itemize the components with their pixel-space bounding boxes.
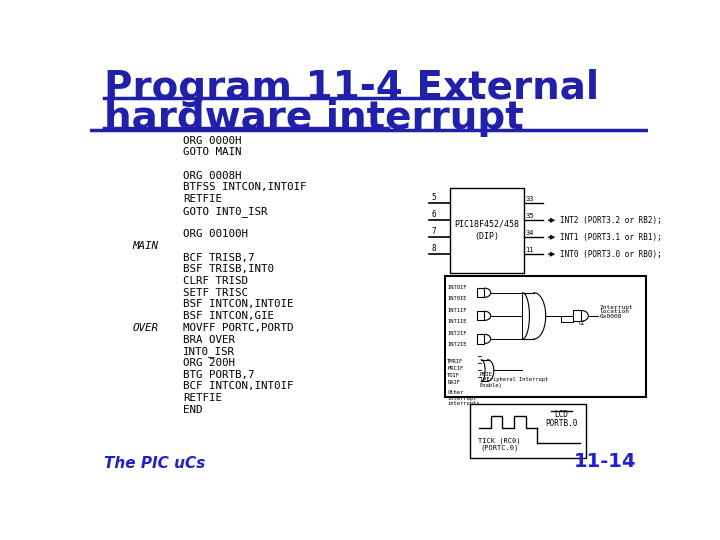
Text: ORG 0008H: ORG 0008H <box>183 171 241 181</box>
Text: TOIF: TOIF <box>447 373 460 378</box>
Text: INT2 (PORT3.2 or RB2);: INT2 (PORT3.2 or RB2); <box>559 216 662 225</box>
Text: PEIE
(PEripheral Interrupt
Enable): PEIE (PEripheral Interrupt Enable) <box>480 372 548 388</box>
Text: 11: 11 <box>526 247 534 253</box>
Text: INT0 (PORT3.0 or RB0);: INT0 (PORT3.0 or RB0); <box>559 249 662 259</box>
Text: INT0IE: INT0IE <box>447 296 467 301</box>
Text: 11-14: 11-14 <box>574 453 636 471</box>
Text: LCD: LCD <box>554 410 568 418</box>
Text: ORG 00100H: ORG 00100H <box>183 230 248 239</box>
Text: location: location <box>599 309 629 314</box>
Bar <box>477 311 485 320</box>
Text: INT1IF: INT1IF <box>447 308 467 313</box>
Text: OVER: OVER <box>132 323 158 333</box>
Text: INT2IE: INT2IE <box>447 342 467 347</box>
Text: INT1IE: INT1IE <box>447 319 467 324</box>
Text: (DIP): (DIP) <box>474 232 500 241</box>
Text: INT0_ISR: INT0_ISR <box>183 346 235 357</box>
Text: Interrupt: Interrupt <box>599 305 633 309</box>
Bar <box>445 276 647 397</box>
Text: BRA OVER: BRA OVER <box>183 335 235 345</box>
Text: PIC18F452/458: PIC18F452/458 <box>455 220 520 229</box>
Text: SETF TRISC: SETF TRISC <box>183 288 248 298</box>
Text: ORG 200H: ORG 200H <box>183 358 235 368</box>
Bar <box>451 188 524 273</box>
Text: 35: 35 <box>526 213 534 219</box>
Bar <box>477 288 485 298</box>
Text: 0x0008: 0x0008 <box>599 314 621 319</box>
Text: BTG PORTB,7: BTG PORTB,7 <box>183 370 254 380</box>
Text: PORTB.0: PORTB.0 <box>545 419 577 428</box>
Text: 7: 7 <box>432 227 436 236</box>
Text: BTFSS INTCON,INT0IF: BTFSS INTCON,INT0IF <box>183 183 307 192</box>
Text: CLRF TRISD: CLRF TRISD <box>183 276 248 286</box>
Text: BSF INTCON,INT0IE: BSF INTCON,INT0IE <box>183 300 294 309</box>
Text: GOTO INT0_ISR: GOTO INT0_ISR <box>183 206 268 217</box>
Text: 33: 33 <box>526 196 534 202</box>
Text: 34: 34 <box>526 230 534 236</box>
Bar <box>477 334 485 343</box>
Text: GOTO MAIN: GOTO MAIN <box>183 147 241 157</box>
Text: The PIC uCs: The PIC uCs <box>104 456 205 471</box>
Text: BCF INTCON,INT0IF: BCF INTCON,INT0IF <box>183 381 294 391</box>
Text: Other
interrupt
interrupts: Other interrupt interrupts <box>447 390 480 406</box>
Text: 5: 5 <box>432 193 436 202</box>
Text: GI: GI <box>579 321 585 326</box>
Text: RETFIE: RETFIE <box>183 393 222 403</box>
Bar <box>573 310 581 321</box>
Text: MOVFF PORTC,PORTD: MOVFF PORTC,PORTD <box>183 323 294 333</box>
Text: hardware interrupt: hardware interrupt <box>104 99 523 137</box>
Text: INT1 (PORT3.1 or RB1);: INT1 (PORT3.1 or RB1); <box>559 233 662 242</box>
Text: RXIF: RXIF <box>447 380 460 384</box>
Text: INT0IF: INT0IF <box>447 285 467 289</box>
Text: END: END <box>183 405 202 415</box>
Text: RETFIE: RETFIE <box>183 194 222 204</box>
Text: 8: 8 <box>432 244 436 253</box>
Text: Program 11-4 External: Program 11-4 External <box>104 69 599 107</box>
Text: TMRIF: TMRIF <box>447 359 464 364</box>
Text: ORG 0000H: ORG 0000H <box>183 136 241 146</box>
Text: MRCIF: MRCIF <box>447 366 464 371</box>
Text: TICK (RC0)
(PORTC.0): TICK (RC0) (PORTC.0) <box>478 437 521 451</box>
Text: BSF TRISB,INT0: BSF TRISB,INT0 <box>183 265 274 274</box>
Text: BSF INTCON,GIE: BSF INTCON,GIE <box>183 311 274 321</box>
Bar <box>469 403 586 457</box>
Text: INT2IF: INT2IF <box>447 331 467 336</box>
Text: MAIN: MAIN <box>132 241 158 251</box>
Text: 6: 6 <box>432 210 436 219</box>
Text: BCF TRISB,7: BCF TRISB,7 <box>183 253 254 262</box>
